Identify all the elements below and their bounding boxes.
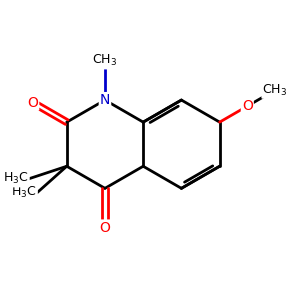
Text: H$_3$C: H$_3$C	[11, 185, 37, 200]
Text: CH$_3$: CH$_3$	[262, 82, 287, 98]
Text: N: N	[100, 93, 110, 107]
Text: O: O	[242, 99, 253, 113]
Text: O: O	[100, 220, 110, 235]
Text: O: O	[27, 95, 38, 110]
Text: H$_3$C: H$_3$C	[3, 171, 29, 186]
Text: CH$_3$: CH$_3$	[92, 53, 118, 68]
